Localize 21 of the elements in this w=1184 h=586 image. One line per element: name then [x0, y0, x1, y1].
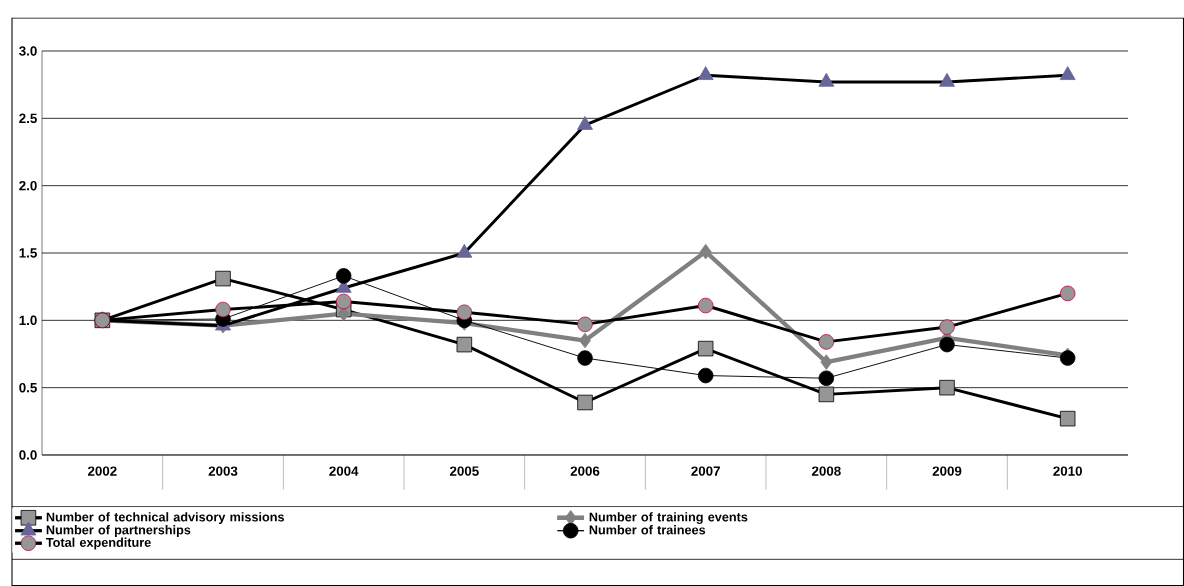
legend-label: Number of technical advisory missions — [46, 512, 284, 524]
x-tick-label: 2007 — [691, 466, 720, 476]
legend-label: Number of training events — [589, 512, 748, 525]
x-tick-label: 2002 — [87, 466, 117, 476]
legend-label: Total expenditure — [46, 537, 151, 550]
y-tick-label: 1.0 — [19, 315, 37, 326]
x-tick-label: 2003 — [208, 466, 238, 476]
y-tick-label: 2.5 — [19, 113, 37, 124]
y-tick-label: 0.5 — [19, 382, 37, 393]
y-tick-label: 1.5 — [19, 248, 37, 258]
x-tick-label: 2008 — [811, 466, 841, 476]
x-tick-label: 2010 — [1053, 466, 1082, 476]
legend-label: Number of trainees — [589, 525, 706, 535]
y-tick-label: 0.0 — [19, 450, 37, 460]
x-tick-label: 2004 — [329, 466, 359, 476]
legend-label: Number of partnerships — [46, 525, 191, 537]
x-tick-label: 2005 — [449, 466, 479, 476]
y-tick-label: 3.0 — [19, 46, 37, 56]
x-tick-label: 2006 — [570, 466, 600, 476]
y-tick-label: 2.0 — [19, 180, 37, 191]
x-tick-label: 2009 — [932, 466, 962, 476]
